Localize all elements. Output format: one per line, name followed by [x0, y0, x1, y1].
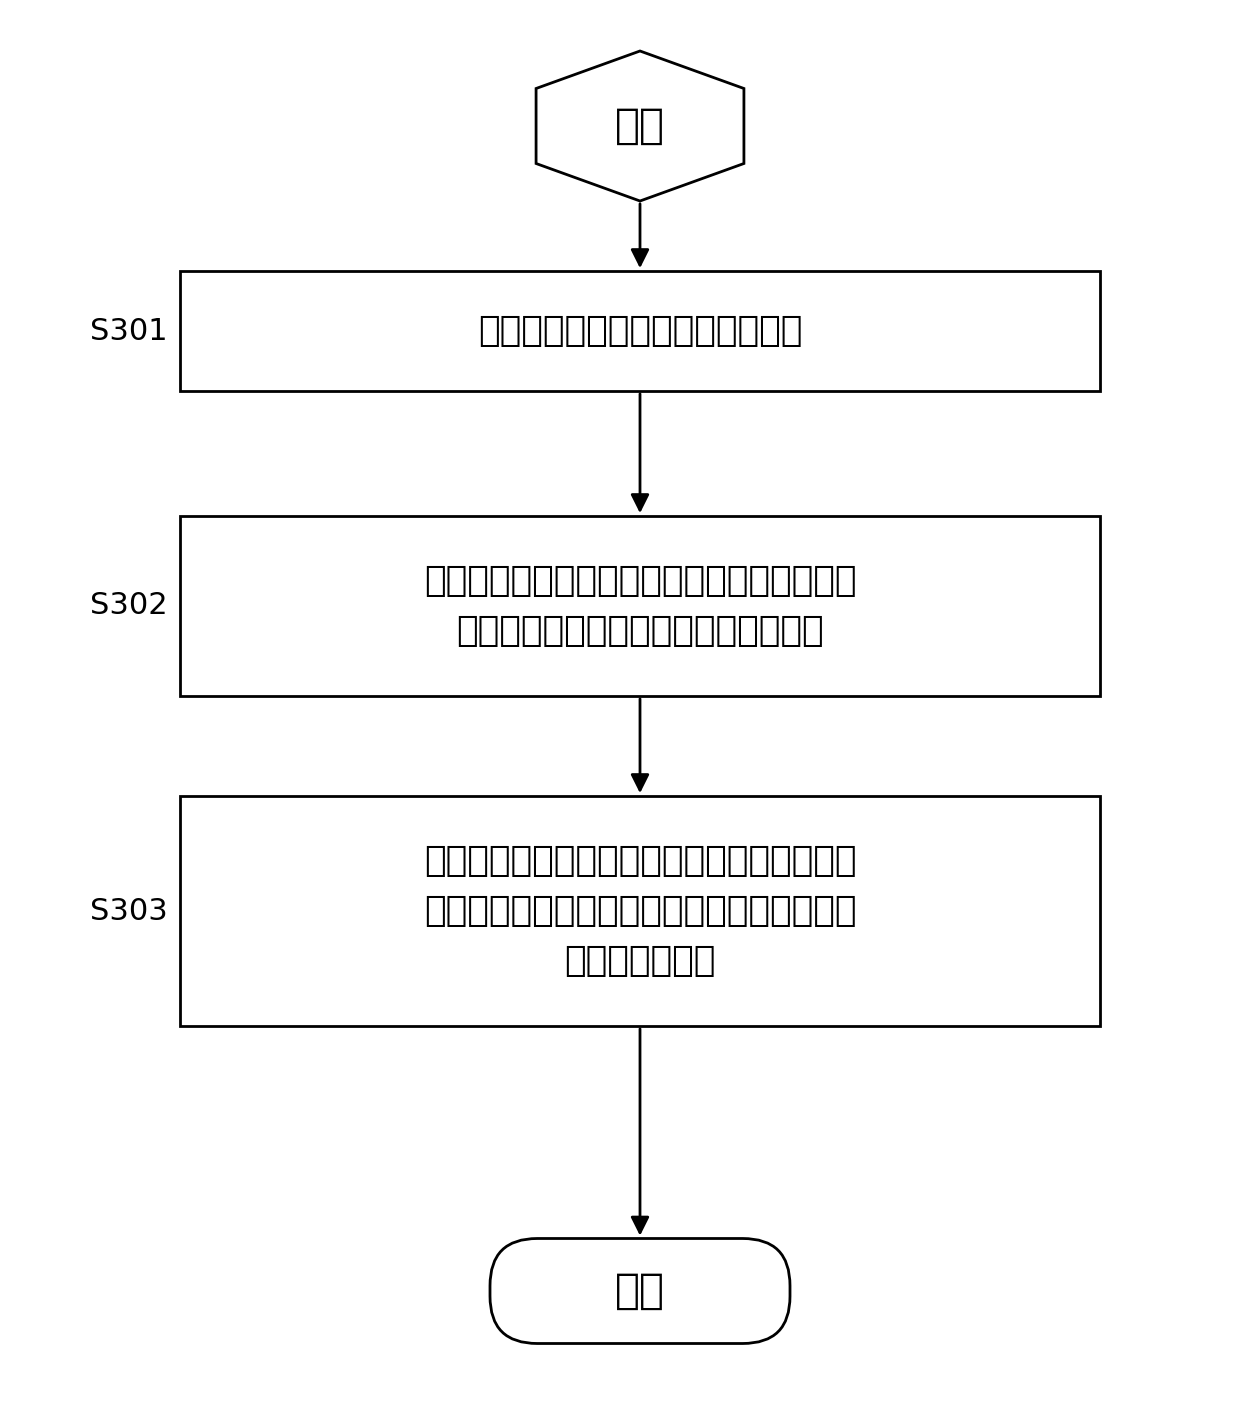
Text: 结束: 结束: [615, 1271, 665, 1312]
Bar: [180, 516, 1100, 696]
Text: 根据所述的联合电阻率增大系数与地层含水饱
和度的关系模型以及所述的岩电关系模型确定
地层含水饱和度: 根据所述的联合电阻率增大系数与地层含水饱 和度的关系模型以及所述的岩电关系模型确…: [424, 844, 857, 978]
Bar: [180, 796, 1100, 1025]
Text: 获取所述多个地层样本的测井资料: 获取所述多个地层样本的测井资料: [477, 314, 802, 348]
FancyBboxPatch shape: [490, 1239, 790, 1343]
Polygon shape: [536, 51, 744, 201]
Text: S301: S301: [91, 317, 167, 345]
Bar: [180, 271, 1100, 391]
Text: 对所述的测井资料进行解释，得到联合电阻率
增大系数与地层含水饱和度的关系模型: 对所述的测井资料进行解释，得到联合电阻率 增大系数与地层含水饱和度的关系模型: [424, 563, 857, 647]
Text: S303: S303: [91, 897, 167, 925]
Text: S302: S302: [91, 592, 167, 620]
Text: 开始: 开始: [615, 106, 665, 147]
